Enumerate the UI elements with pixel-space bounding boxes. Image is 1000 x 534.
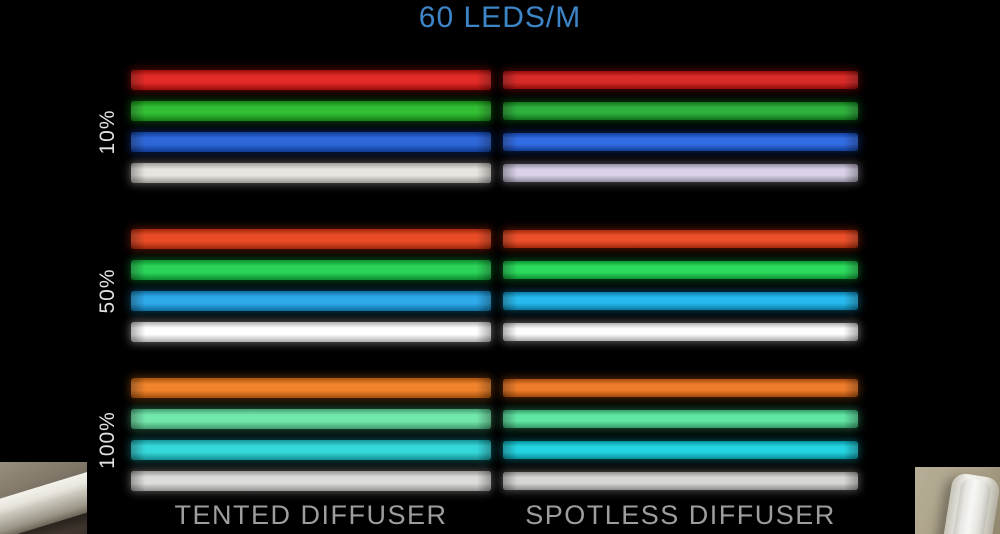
strip-row-green <box>131 409 858 429</box>
left-green-led-strip <box>131 101 491 121</box>
right-red-led-strip <box>503 71 858 89</box>
right-red-led-strip <box>503 379 858 397</box>
strip-row-green <box>131 101 858 121</box>
spotless-diffuser-label: SPOTLESS DIFFUSER <box>525 500 836 530</box>
left-red-led-strip <box>131 229 491 249</box>
right-white-led-strip <box>503 164 858 182</box>
left-white-led-strip <box>131 163 491 183</box>
left-blue-led-strip <box>131 132 491 152</box>
left-blue-led-strip <box>131 440 491 460</box>
strip-row-red <box>131 229 858 249</box>
brightness-percent-label: 50% <box>96 268 119 314</box>
right-blue-led-strip <box>503 441 858 459</box>
left-red-led-strip <box>131 378 491 398</box>
tented-diffuser-label: TENTED DIFFUSER <box>174 500 448 530</box>
left-white-led-strip <box>131 471 491 491</box>
left-blue-led-strip <box>131 291 491 311</box>
strip-row-blue <box>131 132 858 152</box>
left-red-led-strip <box>131 70 491 90</box>
left-white-led-strip <box>131 322 491 342</box>
left-green-led-strip <box>131 409 491 429</box>
strip-row-white <box>131 322 858 342</box>
right-green-led-strip <box>503 410 858 428</box>
brightness-group: 50% <box>96 229 858 353</box>
page-title: 60 LEDS/M <box>418 1 582 34</box>
right-white-led-strip <box>503 472 858 490</box>
strip-row-white <box>131 471 858 491</box>
strip-row-white <box>131 163 858 183</box>
strip-row-blue <box>131 440 858 460</box>
left-green-led-strip <box>131 260 491 280</box>
right-blue-led-strip <box>503 133 858 151</box>
brightness-group: 10% <box>96 70 858 194</box>
right-green-led-strip <box>503 261 858 279</box>
brightness-percent-label: 100% <box>96 411 119 469</box>
strip-row-red <box>131 70 858 90</box>
right-white-led-strip <box>503 323 858 341</box>
brightness-percent-label: 10% <box>96 109 119 155</box>
right-red-led-strip <box>503 230 858 248</box>
right-blue-led-strip <box>503 292 858 310</box>
right-green-led-strip <box>503 102 858 120</box>
tented-diffuser-profile-photo <box>0 462 87 534</box>
brightness-group: 100% <box>96 378 858 502</box>
spotless-diffuser-profile-photo <box>915 467 1000 534</box>
strip-row-green <box>131 260 858 280</box>
strip-row-blue <box>131 291 858 311</box>
strip-row-red <box>131 378 858 398</box>
